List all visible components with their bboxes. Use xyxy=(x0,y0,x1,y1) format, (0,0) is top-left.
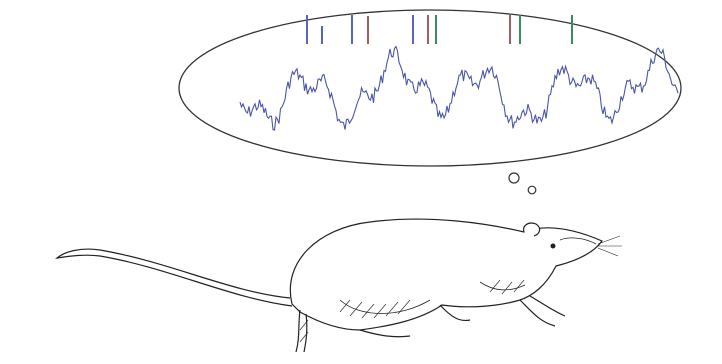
thought-bubble xyxy=(179,10,681,166)
rat-eye xyxy=(551,244,556,249)
bubble-dot xyxy=(509,173,519,183)
bubble-dot xyxy=(528,186,536,194)
rat xyxy=(57,219,622,352)
illustration xyxy=(0,0,722,364)
